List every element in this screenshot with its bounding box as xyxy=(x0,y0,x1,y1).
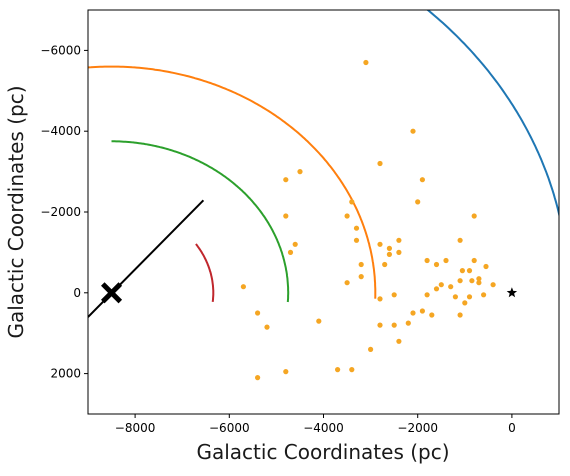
scatter-point xyxy=(358,261,364,268)
scatter-point xyxy=(353,237,360,243)
scatter-point xyxy=(283,369,289,375)
scatter-point xyxy=(457,237,463,243)
scatter-point xyxy=(443,257,449,264)
scatter-point xyxy=(377,296,383,302)
scatter-point xyxy=(283,213,289,219)
scatter-point xyxy=(469,278,475,284)
scatter-point xyxy=(396,237,402,243)
scatter-point xyxy=(466,294,473,300)
scatter-point xyxy=(377,322,383,328)
scatter-point xyxy=(386,251,392,257)
x-tick-label: 0 xyxy=(508,421,516,435)
scatter-point xyxy=(358,274,364,280)
scatter-point xyxy=(353,225,360,231)
scatter-point xyxy=(471,257,477,264)
scatter-point xyxy=(349,199,355,205)
scatter-point xyxy=(391,292,397,298)
ring-arc-blue-0 xyxy=(426,10,559,219)
scatter-point xyxy=(386,245,392,251)
scatter-point xyxy=(377,241,383,247)
scatter-point xyxy=(264,324,270,330)
scatter-point xyxy=(344,280,350,286)
y-axis-ticks: −6000 −4000 −2000 0 2000 xyxy=(40,43,88,381)
y-tick-label: 0 xyxy=(73,286,81,300)
x-axis-ticks: −8000 −6000 −4000 −2000 0 xyxy=(115,414,516,435)
scatter-point xyxy=(410,128,416,134)
y-tick-label: −2000 xyxy=(40,205,81,219)
scatter-point xyxy=(368,346,374,352)
scatter-point xyxy=(419,308,425,314)
ring-arc-orange-2 xyxy=(88,65,377,299)
scatter-point xyxy=(396,249,402,255)
x-tick-label: −2000 xyxy=(397,421,438,435)
x-tick-label: −6000 xyxy=(209,421,250,435)
x-tick-label: −8000 xyxy=(115,421,156,435)
y-axis-label: Galactic Coordinates (pc) xyxy=(4,85,28,338)
scatter-point xyxy=(297,169,303,175)
ring-arc-red-4 xyxy=(195,243,215,303)
scatter-point xyxy=(363,59,369,66)
scatter-point xyxy=(457,278,463,284)
scatter-point xyxy=(391,322,397,328)
plot-content xyxy=(88,10,559,381)
scatter-point xyxy=(287,249,294,255)
scatter-point xyxy=(466,268,473,274)
scatter-point xyxy=(415,199,421,205)
ring-arc-green-3 xyxy=(111,140,290,303)
scatter-point xyxy=(255,375,261,381)
scatter-point xyxy=(344,213,350,219)
scatter-point xyxy=(419,177,425,183)
scatter-point xyxy=(255,310,261,316)
galactic-center-marker xyxy=(101,282,123,304)
scatter-point xyxy=(462,300,468,306)
scatter-point xyxy=(429,312,435,318)
scatter-point xyxy=(292,241,298,247)
x-tick-label: −4000 xyxy=(303,421,344,435)
scatter-point xyxy=(483,263,489,270)
scatter-point xyxy=(405,320,411,326)
scatter-point xyxy=(283,177,289,183)
scatter-point xyxy=(433,261,440,268)
scatter-point xyxy=(410,310,416,316)
scatter-point xyxy=(476,280,482,286)
y-tick-label: −6000 xyxy=(40,43,81,57)
scatter-point xyxy=(490,282,496,288)
scatter-point xyxy=(349,367,355,373)
scatter-point xyxy=(438,282,444,288)
scatter-point xyxy=(316,318,322,324)
scatter-point xyxy=(448,284,454,290)
scatter-point xyxy=(377,160,383,167)
scatter-point xyxy=(476,276,482,282)
x-axis-label: Galactic Coordinates (pc) xyxy=(196,440,449,464)
scatter-point xyxy=(396,338,402,344)
scatter-point xyxy=(424,292,430,298)
scatter-point xyxy=(433,286,440,292)
y-tick-label: 2000 xyxy=(50,367,81,381)
scatter-point xyxy=(335,367,341,373)
scatter-point xyxy=(459,268,465,274)
scatter-point xyxy=(382,261,388,268)
y-tick-label: −4000 xyxy=(40,124,81,138)
scatter-point xyxy=(471,213,477,219)
scatter-point xyxy=(452,294,458,300)
scatter-point xyxy=(424,257,430,264)
scatter-point xyxy=(457,312,463,318)
scatter-point xyxy=(240,284,246,290)
sun-star-marker xyxy=(506,287,518,298)
scatter-point xyxy=(481,292,487,298)
